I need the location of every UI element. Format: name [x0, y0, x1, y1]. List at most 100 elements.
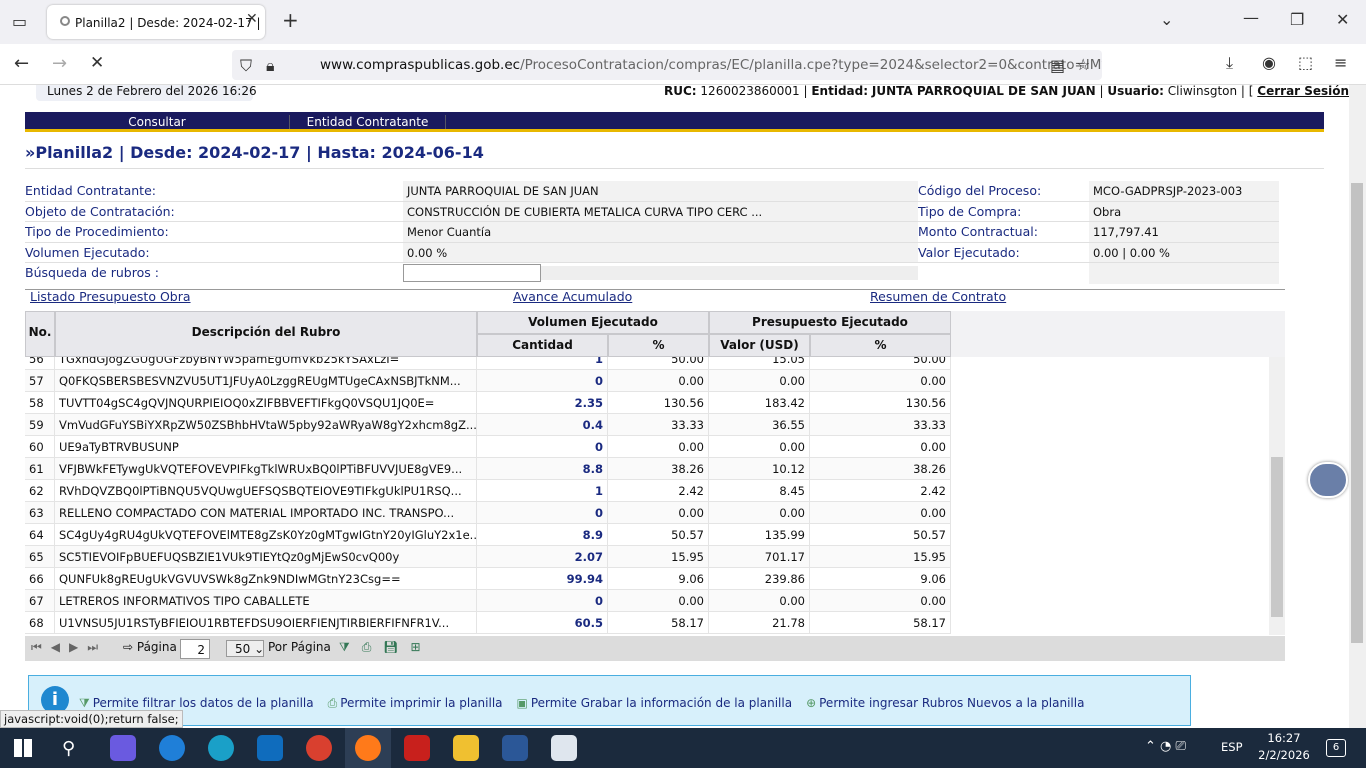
pager-nav[interactable]: ⏮◀▶⏭: [31, 640, 108, 654]
app-icon[interactable]: [355, 735, 381, 761]
close-window[interactable]: ✕: [1336, 10, 1350, 29]
app-icon[interactable]: [110, 735, 136, 761]
row-value: 50.00: [608, 357, 709, 370]
row-value: 0.00: [709, 436, 810, 458]
info-label: Objeto de Contratación:: [25, 202, 403, 222]
minimize[interactable]: —: [1243, 8, 1259, 27]
page-scrollbar[interactable]: [1349, 85, 1366, 728]
clock-date[interactable]: 2/2/2026: [1258, 748, 1310, 762]
row-value: 2.42: [608, 480, 709, 502]
notifications[interactable]: 6: [1326, 739, 1346, 757]
row-value: 1: [477, 480, 608, 502]
app-icon[interactable]: [404, 735, 430, 761]
row-value: 99.94: [477, 568, 608, 590]
language[interactable]: ESP: [1221, 740, 1243, 754]
back[interactable]: ←: [14, 53, 30, 74]
page-scroll-thumb[interactable]: [1351, 183, 1363, 643]
row-description: LETREROS INFORMATIVOS TIPO CABALLETE: [55, 590, 477, 612]
info-label: Entidad Contratante:: [25, 181, 403, 202]
reader-icon[interactable]: ▤: [1050, 56, 1066, 75]
page-input[interactable]: 2: [180, 639, 210, 659]
row-number: 63: [25, 502, 55, 524]
stop[interactable]: ✕: [90, 53, 105, 73]
row-value: 0.00: [608, 502, 709, 524]
row-description: TUVTT04gSC4gQVJNQURPIEIOQ0xZIFBBVEFTIFkg…: [55, 392, 477, 414]
menu-item[interactable]: Entidad Contratante: [290, 115, 446, 129]
entidad: JUNTA PARROQUIAL DE SAN JUAN: [871, 85, 1096, 98]
row-value: 0: [477, 502, 608, 524]
app-icon[interactable]: [159, 735, 185, 761]
app-icon[interactable]: [551, 735, 577, 761]
row-number: 68: [25, 612, 55, 634]
row-value: 38.26: [608, 458, 709, 480]
app-icon[interactable]: [453, 735, 479, 761]
nav-link[interactable]: Avance Acumulado: [513, 289, 633, 304]
shield-icon: ⛉: [240, 56, 253, 75]
help-icon: ⎙: [327, 696, 338, 710]
web-content: Lunes 2 de Febrero del 2026 16:26 RUC: 1…: [0, 85, 1349, 728]
app-menu[interactable]: ≡: [1334, 53, 1348, 72]
clock-time[interactable]: 16:27: [1267, 731, 1301, 745]
app-icon[interactable]: [208, 735, 234, 761]
app-icon[interactable]: [502, 735, 528, 761]
info-value: Obra: [1089, 201, 1279, 222]
browser-tab[interactable]: Planilla2 | Desde: 2024-02-17 | H: [47, 5, 265, 39]
row-value: 10.12: [709, 458, 810, 480]
row-number: 66: [25, 568, 55, 590]
info-grid: Entidad Contratante: JUNTA PARROQUIAL DE …: [0, 181, 1300, 290]
table-scrollbar[interactable]: [1269, 357, 1285, 635]
pager-go[interactable]: ⇨ Página: [123, 640, 177, 654]
row-description: TGxhdGJogZGUgUGFzbyBNYW5pamEgUmVkb25kYSA…: [55, 357, 477, 370]
nav-link[interactable]: Listado Presupuesto Obra: [30, 289, 191, 304]
row-value: 33.33: [608, 414, 709, 436]
row-value: 15.95: [810, 546, 951, 568]
url-bar[interactable]: www.compraspublicas.gob.ec/ProcesoContra…: [232, 50, 1102, 80]
start-button[interactable]: [14, 739, 32, 757]
search-button[interactable]: ⚲: [62, 738, 76, 759]
col-header: %: [810, 334, 951, 357]
extensions[interactable]: ⬚: [1298, 53, 1314, 72]
tab-menu[interactable]: ⌄: [1160, 10, 1174, 29]
row-value: 15.05: [709, 357, 810, 370]
per-page-select[interactable]: 50 ⌄: [226, 640, 264, 657]
forward[interactable]: →: [52, 53, 68, 74]
ruc: 1260023860001: [700, 85, 800, 98]
row-description: RELLENO COMPACTADO CON MATERIAL IMPORTAD…: [55, 502, 477, 524]
row-value: 0.00: [810, 370, 951, 392]
date: Lunes 2 de Febrero del 2026 16:26: [47, 85, 257, 98]
account[interactable]: ◉: [1262, 53, 1276, 72]
restore[interactable]: ❐: [1290, 10, 1305, 29]
row-description: RVhDQVZBQ0lPTiBNQU5VQUwgUEFSQSBQTEIOVE9T…: [55, 480, 477, 502]
menu-item[interactable]: Consultar: [25, 115, 290, 129]
row-description: SC4gUy4gRU4gUkVQTEFOVElMTE8gZsK0Yz0gMTgw…: [55, 524, 477, 546]
tab-close[interactable]: ✕: [246, 11, 258, 27]
row-value: 60.5: [477, 612, 608, 634]
row-value: 239.86: [709, 568, 810, 590]
tray-icons[interactable]: ⌃ ◔ ⎚: [1145, 739, 1186, 754]
downloads[interactable]: ⤓: [1226, 53, 1234, 72]
app-icon[interactable]: [257, 735, 283, 761]
scroll-thumb[interactable]: [1271, 457, 1283, 617]
search-input[interactable]: [403, 264, 541, 282]
nav-link[interactable]: Resumen de Contrato: [870, 289, 1007, 304]
info-label: Valor Ejecutado:: [918, 243, 1089, 263]
row-description: VFJBWkFETywgUkVQTEFOVEVPIFkgTklWRUxBQ0lP…: [55, 458, 477, 480]
pager-tools[interactable]: ⧩⎙💾︎⊞: [339, 640, 433, 654]
accessibility-button[interactable]: [1308, 462, 1348, 498]
row-value: 21.78: [709, 612, 810, 634]
row-value: 0.00: [709, 590, 810, 612]
info-label: Volumen Ejecutado:: [25, 243, 403, 263]
row-value: 135.99: [709, 524, 810, 546]
row-value: 8.45: [709, 480, 810, 502]
row-value: 38.26: [810, 458, 951, 480]
row-number: 67: [25, 590, 55, 612]
bookmark-icon[interactable]: ☆: [1076, 55, 1091, 74]
logout-link[interactable]: Cerrar Sesión: [1257, 85, 1349, 98]
app-icon[interactable]: [306, 735, 332, 761]
tab-list-icon[interactable]: ▭: [12, 12, 28, 31]
info-value: 0.00 | 0.00 %: [1089, 242, 1279, 263]
new-tab[interactable]: +: [282, 8, 299, 32]
col-header: Descripción del Rubro: [55, 311, 477, 357]
row-value: 0: [477, 436, 608, 458]
url-path: /ProcesoContratacion/compras/EC/planilla…: [520, 57, 1102, 73]
